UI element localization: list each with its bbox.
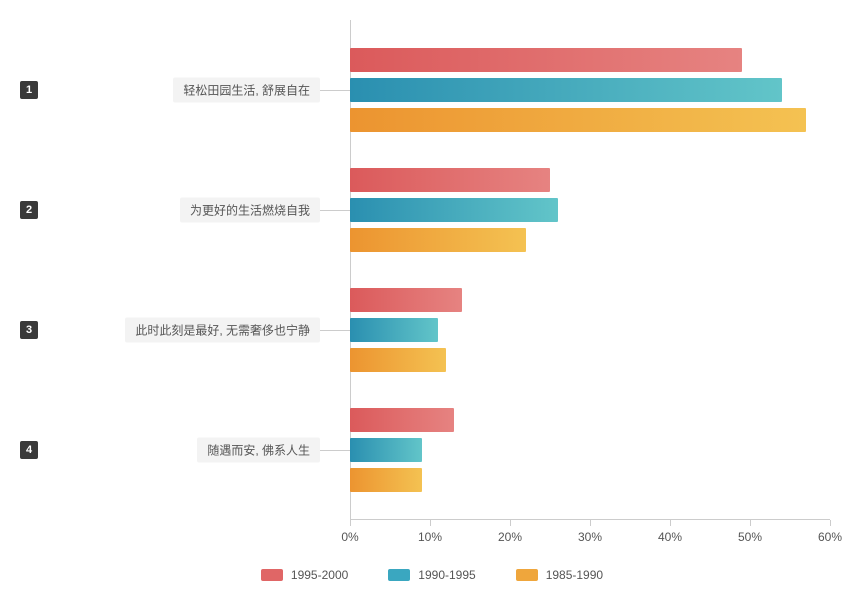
bar [350,108,806,132]
legend-item[interactable]: 1990-1995 [388,568,475,582]
rank-badge: 3 [20,321,38,339]
bar [350,348,446,372]
x-tick-label: 30% [578,530,602,544]
x-tick [750,520,751,526]
bar [350,228,526,252]
x-tick-label: 40% [658,530,682,544]
bar-group [350,48,830,132]
x-tick [510,520,511,526]
label-connector [320,450,350,451]
rank-badge: 2 [20,201,38,219]
x-tick [670,520,671,526]
x-tick-label: 60% [818,530,842,544]
legend-swatch [261,569,283,581]
legend-label: 1990-1995 [418,568,475,582]
bar [350,48,742,72]
category-label: 为更好的生活燃烧自我 [180,198,320,223]
bar [350,78,782,102]
label-connector [320,210,350,211]
legend: 1995-2000 1990-1995 1985-1990 [0,568,864,582]
bar [350,198,558,222]
legend-item[interactable]: 1985-1990 [516,568,603,582]
legend-swatch [516,569,538,581]
legend-item[interactable]: 1995-2000 [261,568,348,582]
bar [350,408,454,432]
x-tick [350,520,351,526]
plot-area: 0%10%20%30%40%50%60% [350,20,830,520]
x-tick-label: 20% [498,530,522,544]
label-connector [320,330,350,331]
label-connector [320,90,350,91]
x-tick [830,520,831,526]
x-tick-label: 10% [418,530,442,544]
category-label: 随遇而安, 佛系人生 [197,438,320,463]
rank-badge: 1 [20,81,38,99]
bar-group [350,288,830,372]
x-tick [590,520,591,526]
bar [350,168,550,192]
bar [350,288,462,312]
legend-swatch [388,569,410,581]
x-tick-label: 50% [738,530,762,544]
legend-label: 1995-2000 [291,568,348,582]
category-label: 此时此刻是最好, 无需奢侈也宁静 [125,318,320,343]
bar-group [350,408,830,492]
x-tick-label: 0% [341,530,358,544]
bar [350,468,422,492]
bar [350,318,438,342]
chart-container: 0%10%20%30%40%50%60% 轻松田园生活, 舒展自在1为更好的生活… [0,0,864,598]
legend-label: 1985-1990 [546,568,603,582]
rank-badge: 4 [20,441,38,459]
x-tick [430,520,431,526]
bar [350,438,422,462]
category-label: 轻松田园生活, 舒展自在 [173,78,320,103]
bar-group [350,168,830,252]
